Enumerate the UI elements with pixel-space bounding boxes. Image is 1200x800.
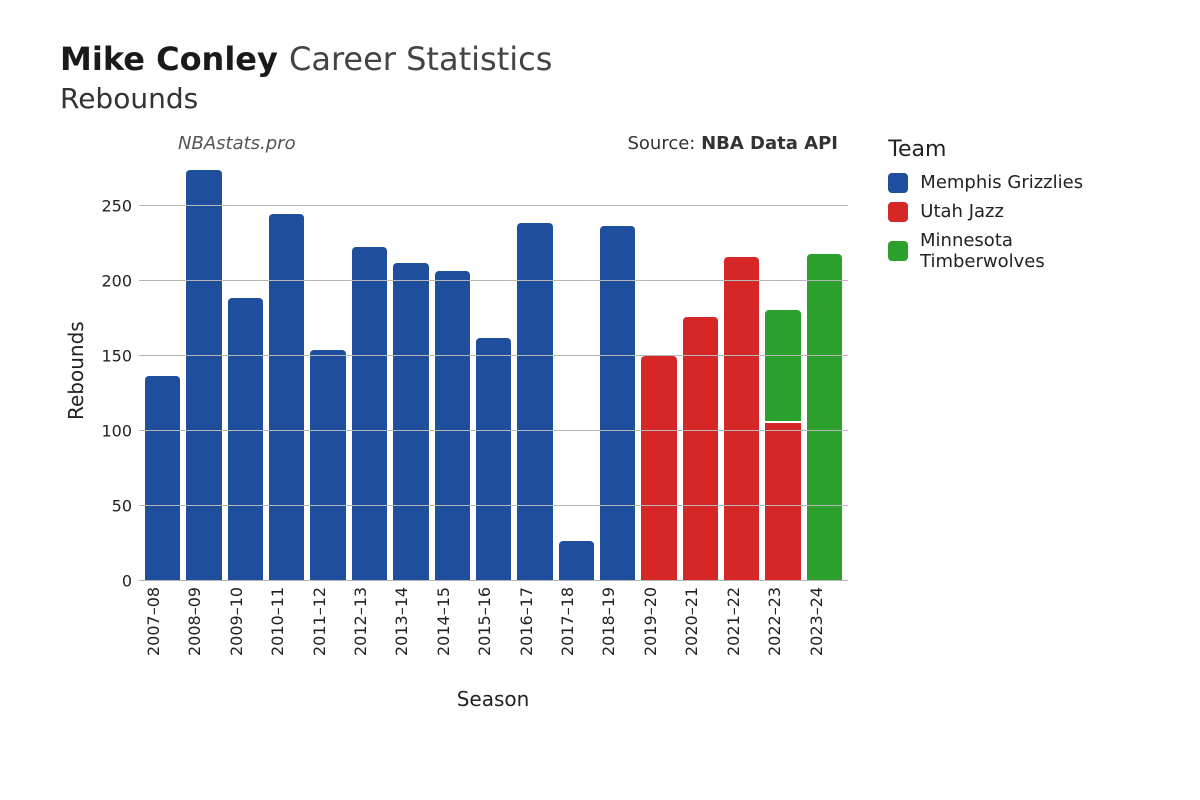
x-tick: 2013–14 (392, 587, 427, 677)
x-tick: 2007–08 (144, 587, 179, 677)
x-axis-label: Season (138, 687, 848, 711)
gridline (139, 205, 848, 206)
bars-group (139, 161, 848, 581)
gridline (139, 505, 848, 506)
bar-segment (476, 338, 511, 581)
gridline (139, 580, 848, 581)
bar-segment (393, 263, 428, 581)
bar-slot (310, 161, 345, 581)
source-attribution: Source: NBA Data API (627, 133, 838, 161)
chart-subtitle: Rebounds (60, 82, 1140, 115)
bar-slot (683, 161, 718, 581)
gridline (139, 430, 848, 431)
title-suffix: Career Statistics (289, 40, 552, 78)
chart-title: Mike Conley Career Statistics (60, 40, 1140, 78)
y-axis-ticks: 050100150200250 (88, 161, 138, 581)
gridline (139, 280, 848, 281)
x-axis-ticks: 2007–082008–092009–102010–112011–122012–… (138, 581, 848, 677)
legend-title: Team (888, 137, 1140, 162)
legend-label: Memphis Grizzlies (920, 172, 1083, 193)
bar-segment (807, 254, 842, 581)
bar-slot (600, 161, 635, 581)
bar-segment (352, 247, 387, 582)
bar-segment (145, 376, 180, 582)
x-tick: 2012–13 (351, 587, 386, 677)
legend-item: Memphis Grizzlies (888, 172, 1140, 193)
x-tick: 2016–17 (517, 587, 552, 677)
x-tick: 2010–11 (268, 587, 303, 677)
chart-container: Mike Conley Career Statistics Rebounds N… (0, 0, 1200, 800)
legend: Team Memphis Grizzlies Utah Jazz Minnesota… (888, 137, 1140, 280)
bar-slot (145, 161, 180, 581)
legend-item: Utah Jazz (888, 201, 1140, 222)
x-tick: 2009–10 (227, 587, 262, 677)
bar-segment (765, 421, 800, 582)
bar-segment (600, 226, 635, 582)
x-tick: 2014–15 (434, 587, 469, 677)
x-tick: 2022–23 (765, 587, 800, 677)
y-tick: 200 (88, 272, 132, 291)
legend-items: Memphis Grizzlies Utah Jazz Minnesota Timb… (888, 172, 1140, 272)
bar-slot (393, 161, 428, 581)
x-tick: 2020–21 (682, 587, 717, 677)
bar-slot (228, 161, 263, 581)
bar-segment (765, 310, 800, 421)
bar-segment (683, 317, 718, 581)
x-tick: 2017–18 (558, 587, 593, 677)
bar-slot (641, 161, 676, 581)
legend-label: Utah Jazz (920, 201, 1004, 222)
bar-segment (269, 214, 304, 582)
legend-swatch (888, 173, 908, 193)
gridline (139, 355, 848, 356)
bar-slot (517, 161, 552, 581)
x-tick: 2011–12 (310, 587, 345, 677)
y-axis-label: Rebounds (60, 161, 88, 581)
y-tick: 0 (88, 572, 132, 591)
legend-swatch (888, 241, 908, 261)
bar-slot (807, 161, 842, 581)
bar-segment (310, 350, 345, 581)
y-tick: 100 (88, 422, 132, 441)
bar-slot (559, 161, 594, 581)
y-tick: 50 (88, 497, 132, 516)
bar-segment (641, 356, 676, 581)
legend-swatch (888, 202, 908, 222)
plot-shell: NBAstats.pro Source: NBA Data API Reboun… (60, 133, 868, 711)
bar-slot (765, 161, 800, 581)
bar-slot (269, 161, 304, 581)
legend-item: Minnesota Timberwolves (888, 230, 1140, 272)
y-tick: 250 (88, 197, 132, 216)
x-tick: 2021–22 (724, 587, 759, 677)
bar-segment (559, 541, 594, 582)
y-tick: 150 (88, 347, 132, 366)
bar-slot (435, 161, 470, 581)
x-tick: 2008–09 (185, 587, 220, 677)
source-name: NBA Data API (701, 133, 838, 154)
watermark: NBAstats.pro (178, 133, 296, 161)
bar-slot (724, 161, 759, 581)
bar-segment (435, 271, 470, 582)
x-tick: 2023–24 (807, 587, 842, 677)
bar-segment (724, 257, 759, 581)
player-name: Mike Conley (60, 40, 278, 78)
x-tick: 2015–16 (475, 587, 510, 677)
bar-segment (228, 298, 263, 582)
bar-slot (352, 161, 387, 581)
annotation-row: NBAstats.pro Source: NBA Data API (138, 133, 848, 161)
legend-label: Minnesota Timberwolves (920, 230, 1140, 272)
source-prefix: Source: (627, 133, 701, 154)
bar-segment (517, 223, 552, 582)
plot-area (138, 161, 848, 581)
bar-segment (186, 170, 221, 581)
x-tick: 2019–20 (641, 587, 676, 677)
x-tick: 2018–19 (599, 587, 634, 677)
bar-slot (476, 161, 511, 581)
bar-slot (186, 161, 221, 581)
